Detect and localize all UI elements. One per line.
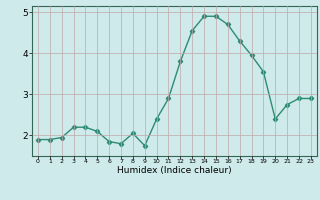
- X-axis label: Humidex (Indice chaleur): Humidex (Indice chaleur): [117, 166, 232, 175]
